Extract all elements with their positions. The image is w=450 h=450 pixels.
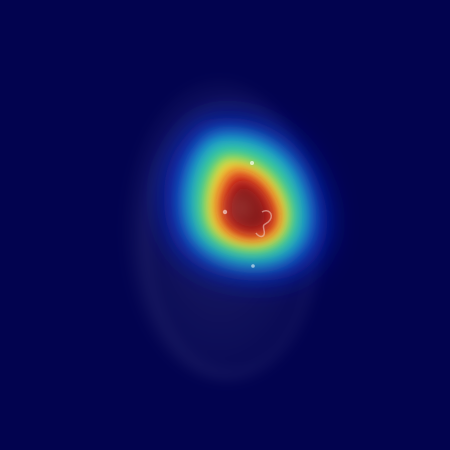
spot-3: [251, 264, 255, 268]
contour-squiggle: [255, 209, 273, 238]
spot-1: [250, 161, 254, 165]
spot-2: [222, 209, 228, 215]
highlights: [222, 161, 273, 268]
